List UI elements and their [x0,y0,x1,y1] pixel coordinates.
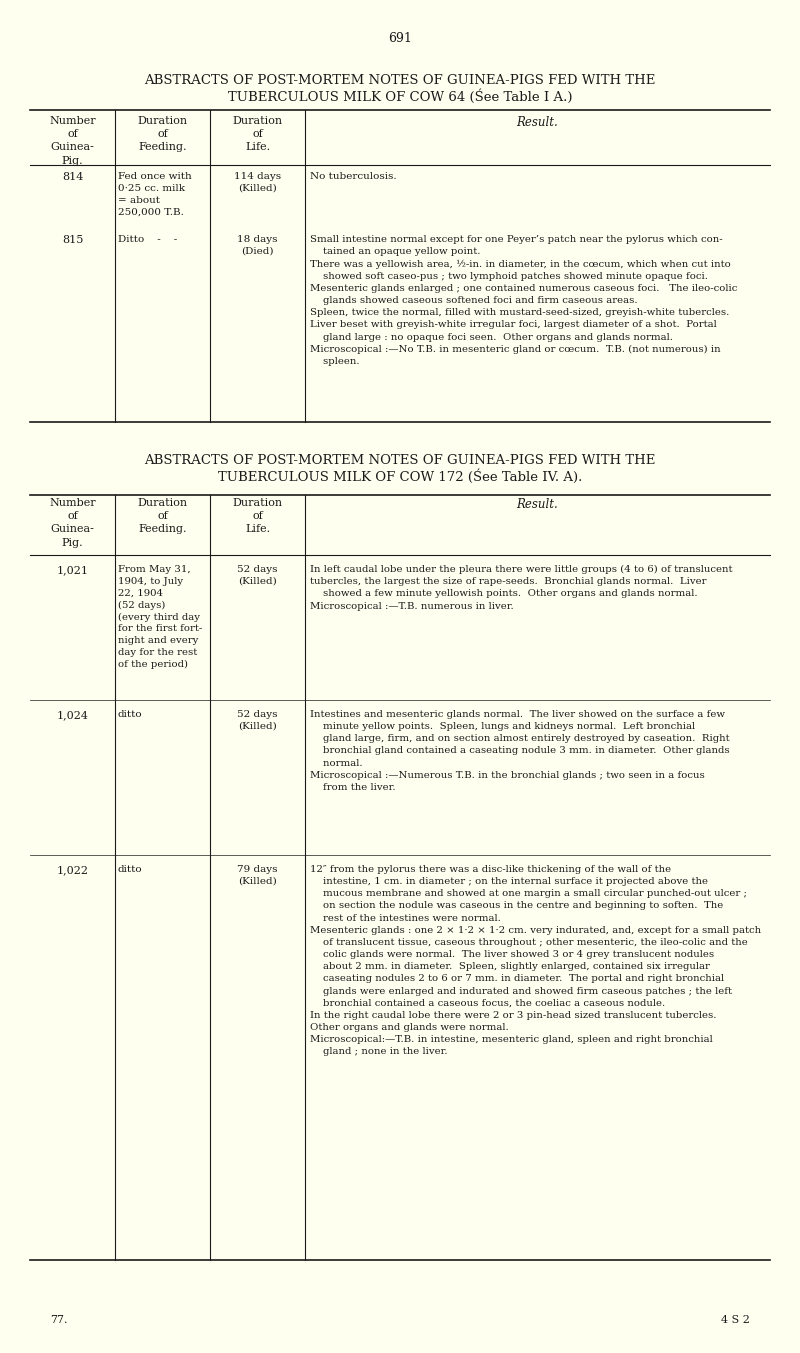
Text: ditto: ditto [118,710,142,718]
Text: Duration
of
Feeding.: Duration of Feeding. [138,498,187,534]
Text: Duration
of
Life.: Duration of Life. [233,498,282,534]
Text: Number
of
Guinea-
Pig.: Number of Guinea- Pig. [49,116,96,165]
Text: 77.: 77. [50,1315,67,1325]
Text: Ditto    -    -: Ditto - - [118,235,178,244]
Text: 815: 815 [62,235,83,245]
Text: ABSTRACTS OF POST-MORTEM NOTES OF GUINEA-PIGS FED WITH THE: ABSTRACTS OF POST-MORTEM NOTES OF GUINEA… [144,453,656,467]
Text: No tuberculosis.: No tuberculosis. [310,172,397,181]
Text: 18 days
(Died): 18 days (Died) [238,235,278,256]
Text: 12″ from the pylorus there was a disc-like thickening of the wall of the
    int: 12″ from the pylorus there was a disc-li… [310,865,761,1057]
Text: Duration
of
Life.: Duration of Life. [233,116,282,153]
Text: 814: 814 [62,172,83,183]
Text: TUBERCULOUS MILK OF COW 172 (Śee Table IV. A).: TUBERCULOUS MILK OF COW 172 (Śee Table I… [218,469,582,484]
Text: 1,021: 1,021 [57,566,89,575]
Text: 691: 691 [388,31,412,45]
Text: 52 days
(Killed): 52 days (Killed) [238,710,278,731]
Text: 1,024: 1,024 [57,710,89,720]
Text: TUBERCULOUS MILK OF COW 64 (Śee Table I A.): TUBERCULOUS MILK OF COW 64 (Śee Table I … [228,89,572,104]
Text: Intestines and mesenteric glands normal.  The liver showed on the surface a few
: Intestines and mesenteric glands normal.… [310,710,730,792]
Text: ditto: ditto [118,865,142,874]
Text: 1,022: 1,022 [57,865,89,875]
Text: 79 days
(Killed): 79 days (Killed) [238,865,278,886]
Text: From May 31,
1904, to July
22, 1904
(52 days)
(every third day
for the first for: From May 31, 1904, to July 22, 1904 (52 … [118,566,202,668]
Text: Small intestine normal except for one Peyer’s patch near the pylorus which con-
: Small intestine normal except for one Pe… [310,235,738,367]
Text: Result.: Result. [517,116,558,129]
Text: 52 days
(Killed): 52 days (Killed) [238,566,278,586]
Text: 114 days
(Killed): 114 days (Killed) [234,172,281,192]
Text: Result.: Result. [517,498,558,511]
Text: ABSTRACTS OF POST-MORTEM NOTES OF GUINEA-PIGS FED WITH THE: ABSTRACTS OF POST-MORTEM NOTES OF GUINEA… [144,73,656,87]
Text: Fed once with
0·25 cc. milk
= about
250,000 T.B.: Fed once with 0·25 cc. milk = about 250,… [118,172,192,216]
Text: In left caudal lobe under the pleura there were little groups (4 to 6) of transl: In left caudal lobe under the pleura the… [310,566,733,610]
Text: Number
of
Guinea-
Pig.: Number of Guinea- Pig. [49,498,96,548]
Text: Duration
of
Feeding.: Duration of Feeding. [138,116,187,153]
Text: 4 S 2: 4 S 2 [721,1315,750,1325]
